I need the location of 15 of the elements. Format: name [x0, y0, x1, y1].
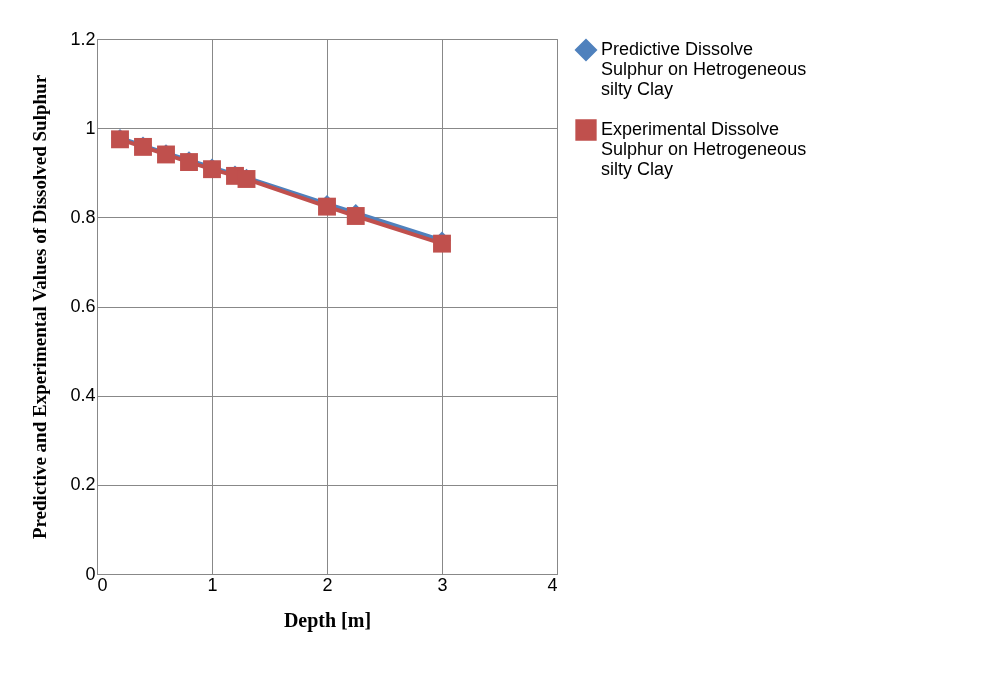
y-tick-label: 1 [85, 117, 96, 138]
x-tick-label: 2 [322, 574, 333, 595]
y-tick-label: 1.2 [70, 28, 96, 49]
x-tick-label: 1 [207, 574, 218, 595]
x-tick-label: 3 [437, 574, 448, 595]
y-tick-label: 0.6 [70, 296, 96, 316]
y-tick-label: 0.8 [70, 206, 96, 227]
x-tick-label: 4 [547, 574, 558, 595]
y-tick-label: 0.2 [70, 474, 96, 495]
x-axis-title: Depth [m] [283, 608, 372, 632]
legend-label: Predictive Dissolve Sulphur on Hetrogeneous silty Clay [601, 39, 807, 99]
y-tick-label: 0.4 [70, 385, 96, 406]
point [346, 207, 365, 225]
y-axis-title: Predictive and Experimental Values of Dissolved Sulphur [29, 74, 51, 540]
legend-label: Experimental Dissolve Sulphur on Hetrogeneous silty Clay [601, 119, 807, 179]
